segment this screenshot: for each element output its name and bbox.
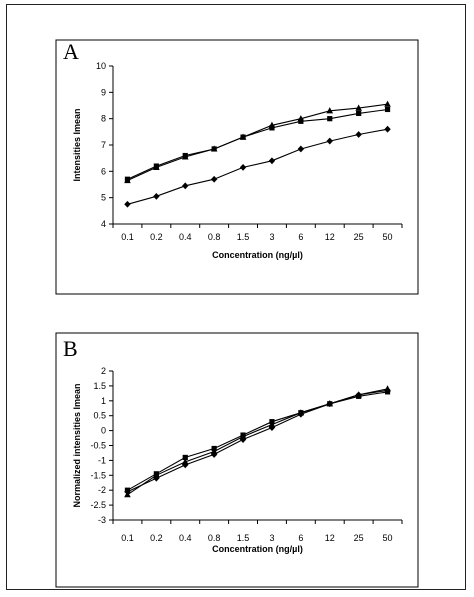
- y-tick-label: 6: [101, 166, 106, 176]
- y-tick-label: 4: [101, 219, 106, 229]
- data-point-triangle: [210, 145, 218, 152]
- y-tick-label: 5: [101, 193, 106, 203]
- data-point-square: [269, 125, 275, 131]
- data-point-diamond: [297, 145, 305, 153]
- data-point-square: [384, 106, 391, 113]
- y-tick-label: 1: [101, 396, 106, 406]
- x-tick-label: 3: [269, 232, 274, 242]
- data-point-triangle: [355, 104, 362, 111]
- x-tick-label: 25: [354, 232, 364, 242]
- x-tick-label: 0.8: [208, 533, 221, 543]
- x-tick-label: 0.4: [179, 533, 192, 543]
- x-tick-label: 0.1: [121, 232, 134, 242]
- y-tick-label: -3: [98, 515, 106, 525]
- x-tick-label: 0.4: [179, 232, 192, 242]
- chart-border: [55, 332, 419, 588]
- data-point-diamond: [124, 488, 131, 496]
- y-tick-label: -1.5: [90, 470, 106, 480]
- data-point-triangle: [181, 458, 189, 465]
- x-tick-label: 50: [383, 533, 393, 543]
- x-tick-label: 12: [325, 533, 335, 543]
- data-point-diamond: [182, 182, 189, 190]
- x-tick-label: 0.2: [150, 533, 163, 543]
- panel-label: A: [63, 39, 79, 64]
- x-tick-label: 6: [298, 533, 303, 543]
- y-tick-label: 1.5: [93, 381, 106, 391]
- chart-panel-a: A 4 5 6 7 8 9 10 0.1 0.2 0.4 0.8 1.5 3 6 12 25 50 Concentr…: [55, 39, 419, 295]
- data-point-diamond: [153, 192, 160, 200]
- data-point-diamond: [182, 461, 189, 469]
- data-point-diamond: [355, 131, 362, 138]
- x-tick-label: 50: [383, 232, 393, 242]
- series-line: [127, 103, 388, 182]
- series-line: [127, 108, 388, 180]
- y-tick-label: 7: [101, 140, 106, 150]
- x-tick-label: 6: [298, 232, 303, 242]
- data-point-diamond: [124, 200, 131, 208]
- y-tick-label: -2: [98, 485, 106, 495]
- data-point-triangle: [153, 471, 160, 478]
- series-diamond: [124, 125, 391, 208]
- data-point-diamond: [326, 400, 333, 408]
- data-point-triangle: [153, 163, 160, 170]
- y-axis-title: Intensities Imean: [72, 108, 82, 181]
- chart-border: [55, 39, 419, 295]
- y-tick-label: 2: [101, 366, 106, 376]
- y-tick-label: -2.5: [90, 500, 106, 510]
- y-tick-label: 8: [101, 114, 106, 124]
- data-point-diamond: [153, 474, 160, 482]
- chart-panel-b: B -3 -2.5 -2 -1.5 -1 -0.5 0 0.5 1 1.5 2 0.1 0.2 0.4 0.8…: [55, 332, 419, 588]
- data-point-triangle: [384, 100, 391, 107]
- x-tick-label: 1.5: [237, 232, 250, 242]
- x-tick-label: 12: [325, 232, 335, 242]
- x-tick-label: 0.2: [150, 232, 163, 242]
- data-point-square: [182, 454, 188, 461]
- x-tick-label: 25: [354, 533, 364, 543]
- x-tick-label: 0.8: [208, 232, 221, 242]
- data-point-diamond: [239, 436, 247, 443]
- data-point-diamond: [326, 137, 333, 145]
- x-axis-title: Concentration (ng/µl): [212, 250, 303, 260]
- data-point-diamond: [355, 391, 362, 399]
- panel-label: B: [63, 336, 78, 361]
- data-point-diamond: [384, 386, 391, 394]
- x-tick-label: 0.1: [121, 533, 134, 543]
- series-line: [127, 128, 388, 205]
- data-point-triangle: [210, 447, 218, 455]
- y-tick-label: 9: [101, 87, 106, 97]
- data-point-diamond: [268, 424, 276, 432]
- y-axis-title: Normalized intensities Imean: [72, 383, 82, 507]
- y-tick-label: 0.5: [93, 411, 106, 421]
- y-tick-label: -1: [98, 455, 106, 465]
- series-triangle: [124, 100, 391, 184]
- data-point-triangle: [297, 115, 305, 122]
- y-tick-label: -0.5: [90, 441, 106, 451]
- data-point-diamond: [239, 163, 247, 171]
- data-point-triangle: [181, 153, 189, 160]
- series-diamond: [124, 386, 391, 496]
- x-tick-label: 3: [269, 533, 274, 543]
- y-tick-label: 10: [96, 61, 106, 71]
- data-point-triangle: [124, 176, 131, 184]
- x-axis-title: Concentration (ng/µl): [212, 544, 303, 554]
- data-point-square: [327, 116, 333, 122]
- data-point-diamond: [210, 175, 218, 183]
- series-line: [127, 389, 388, 493]
- x-tick-label: 1.5: [237, 533, 250, 543]
- data-point-triangle: [326, 107, 334, 114]
- y-tick-label: 0: [101, 426, 106, 436]
- data-point-triangle: [239, 133, 247, 140]
- data-point-diamond: [384, 125, 391, 133]
- data-point-triangle: [268, 421, 276, 428]
- data-point-triangle: [268, 121, 276, 128]
- data-point-diamond: [297, 410, 305, 418]
- data-point-square: [298, 118, 304, 124]
- series-line: [127, 391, 388, 491]
- data-point-square: [356, 110, 362, 116]
- data-point-triangle: [239, 432, 247, 440]
- data-point-diamond: [268, 157, 276, 165]
- data-point-diamond: [210, 451, 218, 458]
